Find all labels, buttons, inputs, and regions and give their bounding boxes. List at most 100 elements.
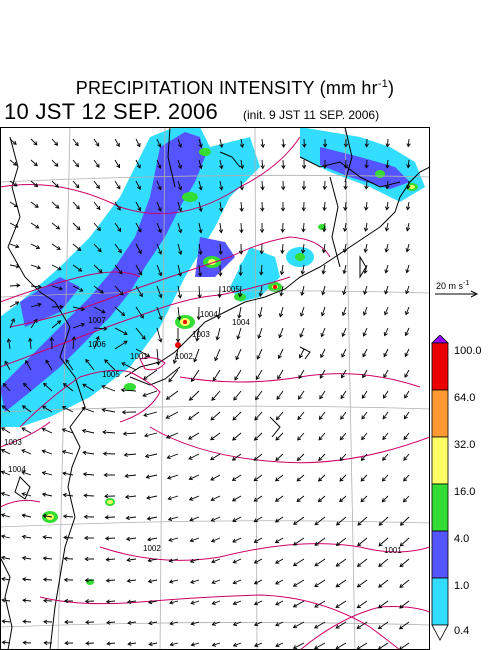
wind-vector — [237, 327, 242, 340]
wind-vector-head — [216, 315, 222, 320]
wind-vector-head — [238, 271, 243, 277]
wind-vector — [72, 336, 75, 350]
wind-vector-head — [42, 577, 48, 582]
wind-vector-head — [198, 143, 203, 148]
wind-vector — [232, 495, 242, 502]
wind-vector-head — [384, 248, 389, 253]
wind-vector-head — [13, 182, 18, 187]
wind-vector — [149, 642, 158, 646]
wind-vector — [382, 411, 389, 420]
wind-vector-head — [259, 228, 265, 234]
wind-vector-head — [37, 302, 42, 308]
wind-vector-head — [406, 143, 411, 148]
wind-vector-head — [137, 228, 142, 233]
wind-vector-head — [253, 518, 258, 523]
wind-vector — [107, 642, 116, 645]
wind-vector — [384, 306, 389, 315]
wind-vector-head — [363, 248, 368, 253]
wind-vector-head — [21, 427, 26, 432]
wind-vector-head — [123, 452, 128, 458]
wind-vector — [156, 327, 162, 343]
wind-vector — [361, 432, 368, 440]
wind-vector — [43, 578, 53, 581]
wind-vector-head — [126, 578, 131, 584]
wind-vector — [321, 327, 326, 337]
wind-vector-head — [361, 394, 366, 399]
wind-vector — [114, 285, 124, 296]
wind-vector — [25, 360, 32, 371]
wind-vector — [1, 535, 11, 539]
wind-vector-head — [232, 642, 238, 647]
wind-vector-head — [147, 599, 153, 605]
title-close: ) — [388, 78, 395, 98]
wind-vector-head — [28, 337, 33, 342]
wind-vector-head — [41, 449, 46, 454]
wind-vector — [232, 516, 242, 522]
wind-vector-head — [117, 227, 122, 233]
wind-vector — [360, 495, 368, 503]
wind-vector-head — [178, 229, 183, 234]
wind-vector — [177, 222, 182, 233]
wind-vector — [9, 222, 19, 228]
wind-vector — [298, 390, 305, 400]
wind-vector — [45, 360, 53, 371]
wind-vector — [125, 474, 137, 477]
wind-vector — [114, 264, 123, 275]
wind-vector-head — [34, 203, 39, 208]
wind-vector — [319, 411, 326, 420]
wind-vector-head — [404, 331, 409, 337]
wind-vector — [233, 579, 242, 584]
wind-vector-head — [399, 604, 404, 609]
wind-vector — [275, 474, 284, 482]
wind-vector-head — [15, 244, 20, 249]
wind-vector — [362, 369, 368, 378]
wind-vector — [314, 579, 326, 587]
wind-vector — [319, 390, 326, 399]
wind-vector — [378, 600, 389, 609]
wind-vector — [212, 369, 221, 381]
wind-vector-head — [383, 332, 388, 337]
wind-reference-text: 20 m s — [436, 281, 464, 291]
wind-vector-head — [385, 143, 390, 148]
wind-vector-head — [278, 313, 284, 318]
legend-colorbar — [431, 335, 449, 641]
wind-vector — [2, 405, 11, 413]
wind-vector-head — [377, 625, 383, 630]
wind-vector-head — [281, 143, 286, 148]
wind-vector-head — [157, 185, 162, 191]
wind-vector — [156, 180, 162, 190]
wind-vector-head — [101, 384, 106, 390]
wind-vector — [378, 537, 389, 547]
wind-vector — [22, 514, 32, 518]
wind-vector — [378, 558, 389, 567]
wind-vector-head — [126, 599, 132, 605]
wind-vector-head — [275, 622, 280, 627]
wind-vector — [407, 159, 410, 168]
wind-vector — [198, 222, 202, 233]
wind-vector-head — [78, 267, 83, 272]
wind-vector-head — [360, 498, 365, 503]
wind-vector — [147, 537, 158, 541]
wind-vector-head — [404, 394, 409, 399]
wind-vector — [378, 621, 389, 629]
wind-vector-head — [121, 311, 126, 317]
wind-vector — [146, 474, 158, 478]
wind-vector — [400, 516, 410, 526]
wind-vector — [282, 138, 285, 148]
wind-vector — [30, 264, 41, 269]
wind-vector-head — [364, 185, 369, 190]
wind-vector-head — [36, 265, 42, 270]
wind-vector — [341, 369, 347, 378]
wind-vector-head — [84, 578, 89, 583]
wind-vector — [22, 405, 32, 413]
wind-vector — [406, 222, 410, 231]
wind-vector-head — [302, 143, 307, 148]
wind-vector-head — [260, 165, 265, 170]
wind-vector — [318, 453, 326, 461]
wind-vector — [404, 348, 410, 357]
wind-vector — [177, 264, 182, 277]
wind-vector-head — [381, 477, 387, 482]
wind-vector-head — [105, 557, 110, 562]
legend-swatch-32-64 — [431, 389, 449, 438]
wind-vector-head — [41, 427, 46, 432]
